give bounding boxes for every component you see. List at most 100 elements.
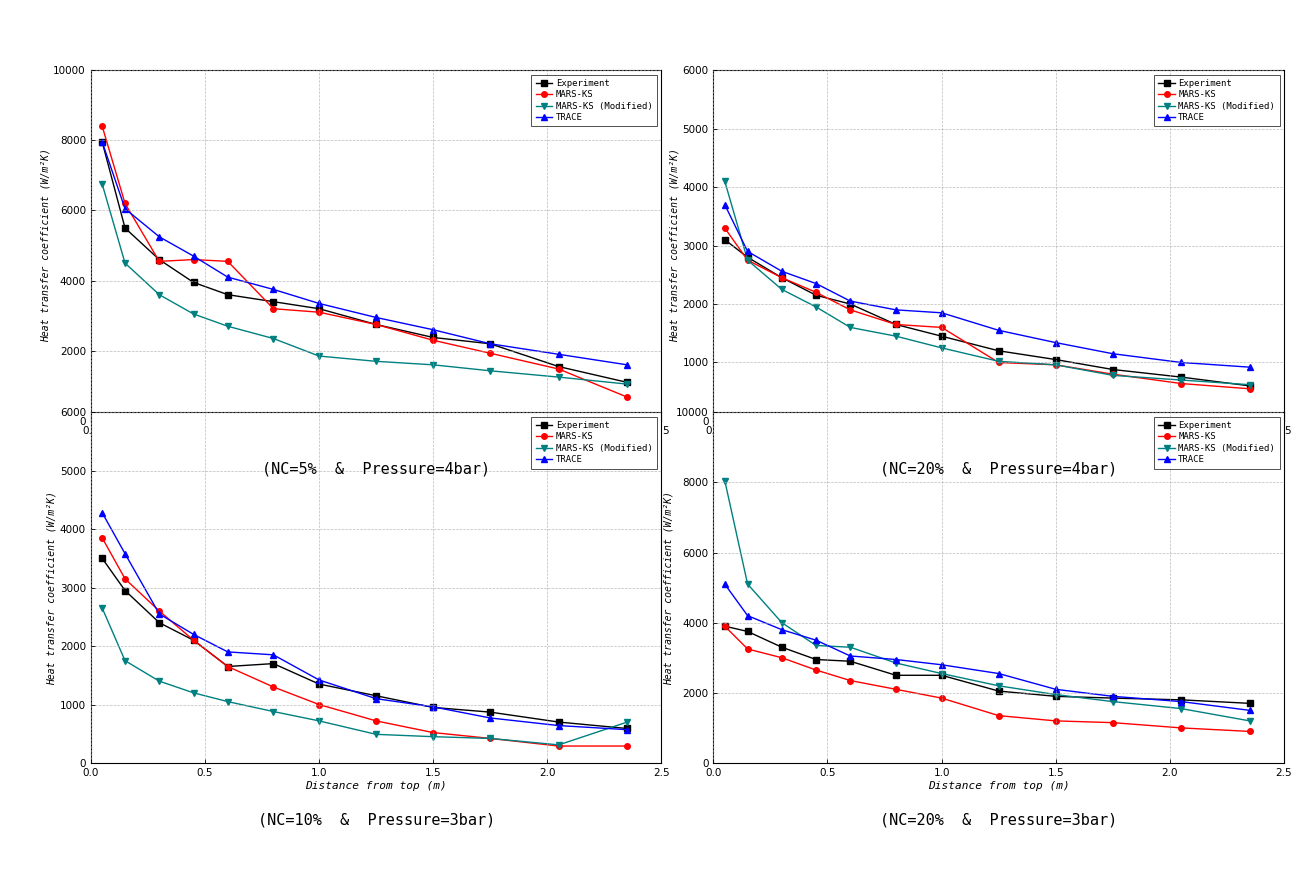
Experiment (368, 690, 384, 701)
MARS-KS (Modified) (152, 289, 167, 300)
TRACE (152, 609, 167, 619)
Text: (NC=20%  &  Pressure=4bar): (NC=20% & Pressure=4bar) (881, 461, 1117, 477)
MARS-KS (Modified) (888, 658, 904, 668)
TRACE (1174, 696, 1189, 707)
X-axis label: Distance from top (m): Distance from top (m) (927, 781, 1070, 791)
TRACE (888, 304, 904, 315)
TRACE (482, 339, 498, 349)
MARS-KS (Modified) (368, 729, 384, 739)
Experiment (152, 617, 167, 628)
X-axis label: Distance from top (m): Distance from top (m) (927, 438, 1070, 449)
MARS-KS (Modified) (482, 733, 498, 744)
MARS-KS (Modified) (266, 706, 281, 717)
Experiment (739, 626, 755, 637)
MARS-KS (266, 303, 281, 314)
MARS-KS (Modified) (808, 640, 824, 651)
MARS-KS (Modified) (991, 681, 1006, 691)
MARS-KS (739, 255, 755, 266)
MARS-KS (Modified) (117, 258, 132, 268)
MARS-KS (368, 716, 384, 726)
MARS-KS (Modified) (1174, 703, 1189, 714)
Experiment (425, 702, 441, 713)
MARS-KS (1048, 360, 1064, 370)
TRACE (551, 349, 567, 360)
MARS-KS (Modified) (1048, 689, 1064, 700)
TRACE (717, 199, 733, 210)
MARS-KS (717, 223, 733, 233)
Experiment (1243, 381, 1258, 391)
Experiment (620, 377, 636, 388)
MARS-KS (Modified) (551, 372, 567, 382)
MARS-KS (Modified) (368, 356, 384, 367)
TRACE (991, 325, 1006, 336)
Y-axis label: Heat transfer coefficient (W/m²K): Heat transfer coefficient (W/m²K) (669, 148, 680, 343)
MARS-KS (Modified) (843, 322, 859, 332)
MARS-KS (Modified) (1048, 360, 1064, 370)
MARS-KS (Modified) (620, 717, 636, 727)
Experiment (1243, 698, 1258, 709)
MARS-KS (Modified) (220, 696, 236, 707)
Experiment (991, 346, 1006, 356)
MARS-KS (117, 574, 132, 584)
Experiment (368, 319, 384, 330)
MARS-KS (220, 661, 236, 672)
MARS-KS (Modified) (311, 716, 327, 726)
Experiment (808, 654, 824, 665)
Line: MARS-KS: MARS-KS (722, 225, 1253, 392)
TRACE (774, 624, 790, 635)
MARS-KS (Modified) (1105, 696, 1121, 707)
Experiment (774, 642, 790, 652)
TRACE (843, 651, 859, 661)
Line: Experiment: Experiment (100, 139, 630, 385)
TRACE (266, 284, 281, 295)
MARS-KS (Modified) (620, 379, 636, 389)
Experiment (1105, 364, 1121, 374)
Experiment (1048, 354, 1064, 365)
MARS-KS (Modified) (266, 333, 281, 344)
MARS-KS (Modified) (1243, 380, 1258, 390)
MARS-KS (774, 273, 790, 283)
MARS-KS (991, 710, 1006, 721)
MARS-KS (Modified) (739, 255, 755, 266)
MARS-KS (185, 254, 201, 265)
MARS-KS (Modified) (934, 343, 949, 353)
MARS-KS (425, 335, 441, 346)
TRACE (482, 713, 498, 724)
MARS-KS (220, 256, 236, 267)
MARS-KS (Modified) (1243, 716, 1258, 726)
Legend: Experiment, MARS-KS, MARS-KS (Modified), TRACE: Experiment, MARS-KS, MARS-KS (Modified),… (1154, 75, 1280, 126)
Experiment (1105, 693, 1121, 703)
Y-axis label: Heat transfer coefficient (W/m²K): Heat transfer coefficient (W/m²K) (40, 148, 51, 343)
Y-axis label: Heat transfer coefficient (W/m²K): Heat transfer coefficient (W/m²K) (47, 490, 57, 685)
TRACE (152, 232, 167, 242)
Line: MARS-KS (Modified): MARS-KS (Modified) (722, 178, 1253, 388)
MARS-KS (152, 606, 167, 617)
MARS-KS (482, 733, 498, 744)
Line: Experiment: Experiment (100, 555, 630, 731)
Experiment (1048, 691, 1064, 702)
Legend: Experiment, MARS-KS, MARS-KS (Modified), TRACE: Experiment, MARS-KS, MARS-KS (Modified),… (532, 75, 658, 126)
TRACE (843, 296, 859, 306)
TRACE (368, 312, 384, 323)
MARS-KS (Modified) (991, 356, 1006, 367)
Text: (NC=10%  &  Pressure=3bar): (NC=10% & Pressure=3bar) (258, 812, 494, 828)
Experiment (117, 223, 132, 233)
TRACE (311, 674, 327, 685)
Text: (NC=20%  &  Pressure=3bar): (NC=20% & Pressure=3bar) (881, 812, 1117, 828)
Experiment (425, 332, 441, 343)
MARS-KS (482, 348, 498, 359)
TRACE (1048, 684, 1064, 695)
Experiment (482, 707, 498, 717)
MARS-KS (Modified) (185, 309, 201, 319)
Line: Experiment: Experiment (722, 624, 1253, 706)
TRACE (934, 660, 949, 670)
TRACE (620, 360, 636, 370)
MARS-KS (1174, 378, 1189, 389)
TRACE (185, 251, 201, 261)
Experiment (774, 273, 790, 283)
Experiment (551, 717, 567, 727)
MARS-KS (Modified) (311, 351, 327, 361)
TRACE (551, 720, 567, 731)
MARS-KS (Modified) (843, 642, 859, 652)
MARS-KS (95, 121, 110, 132)
